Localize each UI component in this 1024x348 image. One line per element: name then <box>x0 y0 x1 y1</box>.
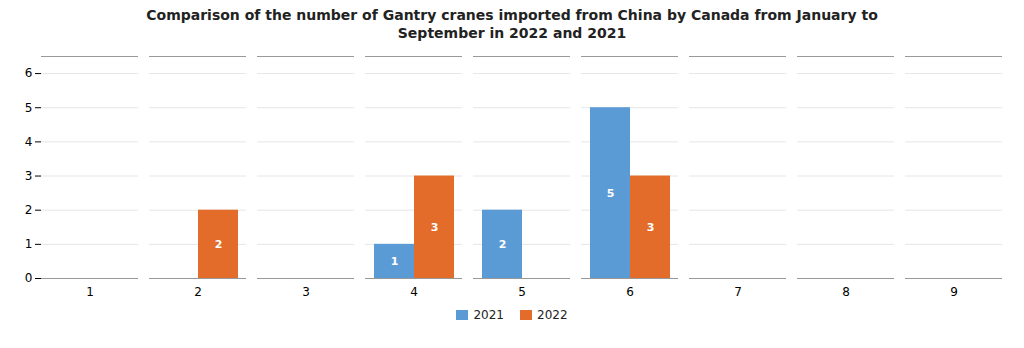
html-text:2022: 2022 <box>537 308 568 323</box>
svg-text:5: 5 <box>518 285 526 299</box>
svg-text:2: 2 <box>499 238 507 251</box>
html-text:2021: 2021 <box>473 308 504 323</box>
svg-text:3: 3 <box>25 169 33 183</box>
svg-text:6: 6 <box>626 285 634 299</box>
svg-text:3: 3 <box>302 285 310 299</box>
svg-text:8: 8 <box>842 285 850 299</box>
svg-text:0: 0 <box>25 272 33 286</box>
svg-text:7: 7 <box>734 285 742 299</box>
html-text:Comparison of the number of Ga: Comparison of the number of Gantry crane… <box>146 7 878 42</box>
svg-text:3: 3 <box>431 221 439 234</box>
svg-text:2: 2 <box>25 203 33 217</box>
svg-text:2: 2 <box>194 285 202 299</box>
svg-text:6: 6 <box>25 67 33 81</box>
svg-text:3: 3 <box>647 221 655 234</box>
svg-text:4: 4 <box>410 285 418 299</box>
svg-text:9: 9 <box>950 285 958 299</box>
svg-text:2: 2 <box>215 238 223 251</box>
svg-text:1: 1 <box>86 285 94 299</box>
svg-text:5: 5 <box>25 101 33 115</box>
svg-text:1: 1 <box>391 255 399 268</box>
svg-text:4: 4 <box>25 135 33 149</box>
svg-text:1: 1 <box>25 238 33 252</box>
svg-text:5: 5 <box>607 187 615 200</box>
